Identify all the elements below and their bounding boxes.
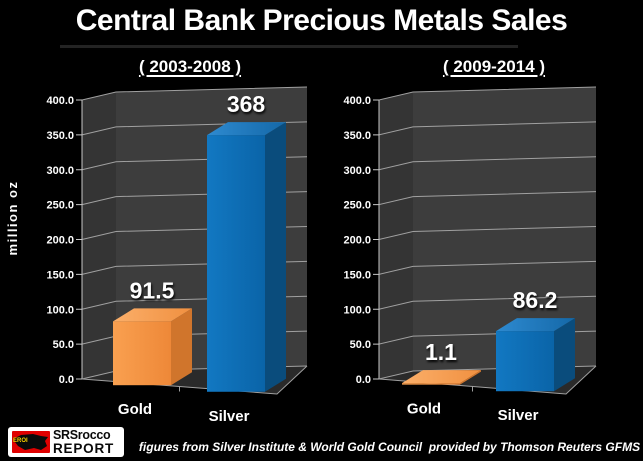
y-tick-label-50-2003-2008: 50.0 — [53, 339, 74, 351]
value-label-silver-2009-2014: 86.2 — [513, 287, 558, 313]
y-tick-label-150-2003-2008: 150.0 — [46, 269, 74, 281]
gridline-300-2009-2014 — [378, 156, 597, 171]
y-tick-label-300-2003-2008: 300.0 — [46, 165, 74, 177]
y-tick-label-200-2003-2008: 200.0 — [46, 235, 74, 247]
category-label-gold-2009-2014: Gold — [407, 401, 441, 418]
y-tick-label-400-2009-2014: 400.0 — [343, 95, 371, 107]
eroi-badge-label: EROI — [13, 438, 28, 444]
bar-side-silver-2003-2008 — [265, 122, 286, 392]
y-tick-label-100-2009-2014: 100.0 — [343, 304, 371, 316]
bar-gold-2009-2014 — [402, 383, 460, 385]
subtitle-left-period: ( 2003-2008 ) — [138, 57, 242, 76]
y-tick-label-150-2009-2014: 150.0 — [343, 269, 371, 281]
logo-name: SRSrocco — [53, 428, 111, 442]
gridline-150-2009-2014 — [378, 260, 597, 275]
value-label-silver-2003-2008: 368 — [227, 91, 266, 117]
gridline-200-2009-2014 — [378, 226, 597, 240]
y-tick-label-200-2009-2014: 200.0 — [343, 235, 371, 247]
y-tick-label-100-2003-2008: 100.0 — [46, 304, 74, 316]
bar-top-gold-2003-2008 — [113, 308, 192, 322]
bar-silver-2003-2008 — [207, 135, 265, 392]
us-map-icon — [15, 434, 48, 450]
value-label-gold-2003-2008: 91.5 — [130, 277, 175, 303]
category-label-silver-2003-2008: Silver — [209, 408, 250, 425]
y-tick-label-350-2003-2008: 350.0 — [46, 130, 74, 142]
source-attribution: figures from Silver Institute & World Go… — [138, 440, 641, 454]
y-tick-label-0-2003-2008: 0.0 — [59, 374, 74, 386]
srsrocco-report-logo: EROI SRSrocco REPORT — [8, 427, 124, 457]
y-tick-label-400-2003-2008: 400.0 — [46, 95, 74, 107]
y-tick-label-250-2003-2008: 250.0 — [46, 200, 74, 212]
gridline-400-2003-2008 — [81, 86, 308, 101]
us-map-shape — [15, 434, 48, 450]
gridline-400-2009-2014 — [378, 86, 597, 101]
bar-top-silver-2009-2014 — [496, 318, 575, 332]
category-label-gold-2003-2008: Gold — [118, 401, 152, 418]
y-tick-label-50-2009-2014: 50.0 — [350, 339, 371, 351]
gridline-100-2009-2014 — [378, 295, 597, 310]
eroi-map-icon: EROI — [12, 431, 50, 453]
y-tick-label-250-2009-2014: 250.0 — [343, 200, 371, 212]
logo-word: REPORT — [53, 440, 115, 456]
bar-side-silver-2009-2014 — [554, 318, 575, 392]
value-label-gold-2009-2014: 1.1 — [425, 339, 457, 365]
bar-side-gold-2003-2008 — [171, 308, 192, 386]
y-tick-label-350-2009-2014: 350.0 — [343, 130, 371, 142]
bar-silver-2009-2014 — [496, 331, 554, 392]
subtitle-right-period: ( 2009-2014 ) — [442, 57, 546, 76]
bar-gold-2003-2008 — [113, 321, 171, 386]
y-tick-label-0-2009-2014: 0.0 — [356, 374, 371, 386]
bar-top-silver-2003-2008 — [207, 122, 286, 136]
gridline-350-2009-2014 — [378, 121, 597, 136]
y-tick-label-300-2009-2014: 300.0 — [343, 165, 371, 177]
bar-side-gold-2009-2014 — [460, 370, 481, 385]
bar-top-gold-2009-2014 — [402, 370, 481, 384]
category-label-silver-2009-2014: Silver — [498, 407, 539, 424]
page-title: Central Bank Precious Metals Sales — [75, 4, 568, 37]
y-axis-title-2003-2008: million oz — [5, 181, 20, 256]
title-underline — [60, 45, 518, 48]
gridline-250-2009-2014 — [378, 191, 597, 206]
logo-text: SRSrocco REPORT — [53, 429, 114, 455]
